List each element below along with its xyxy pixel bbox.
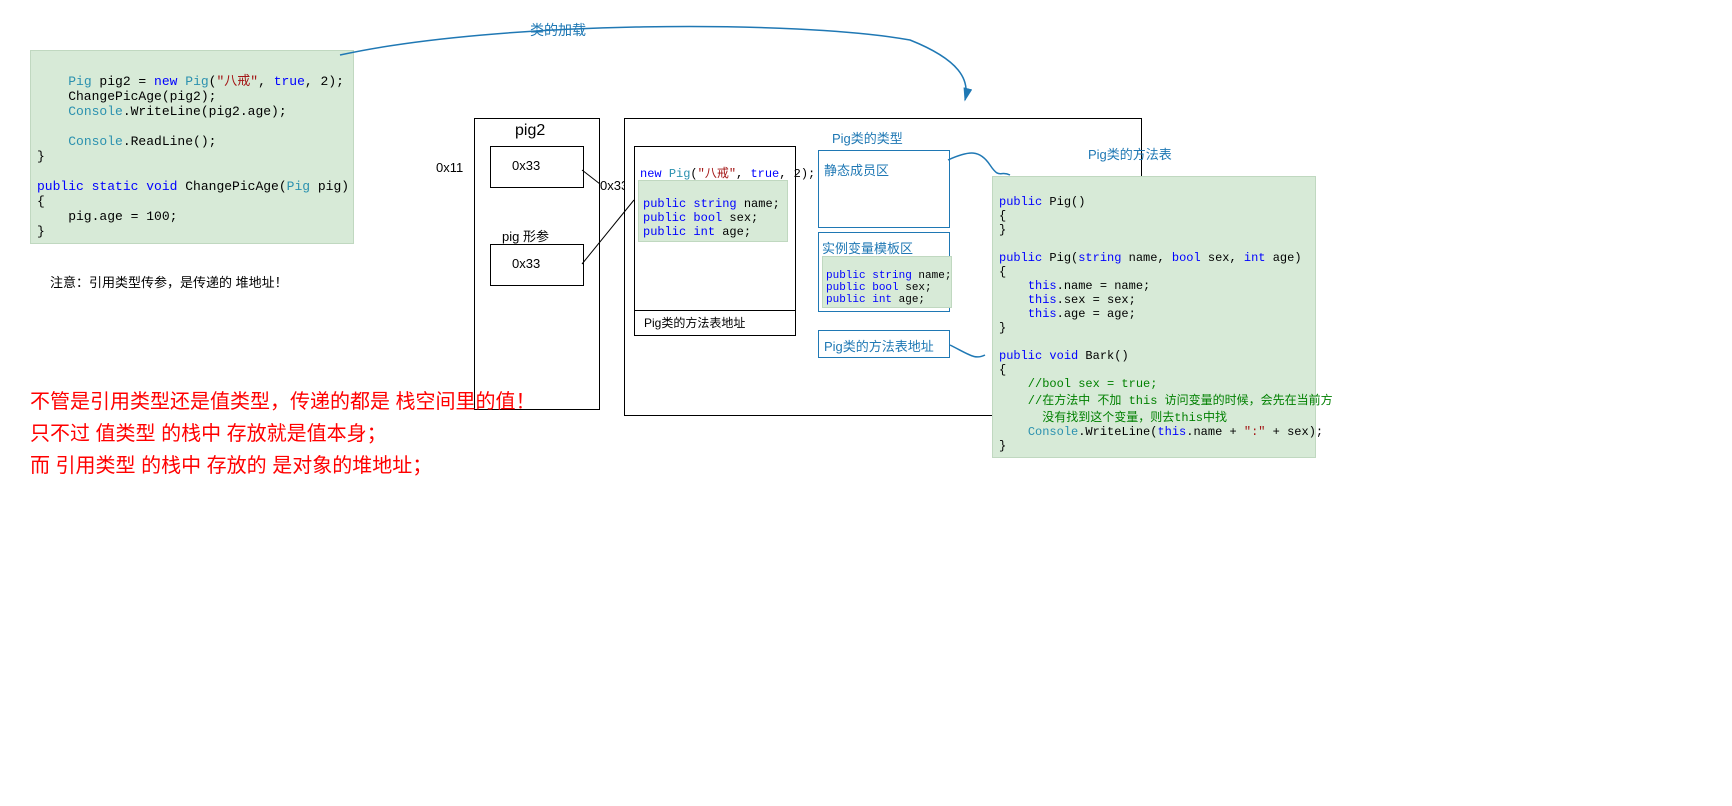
red-text-3: 而 引用类型 的栈中 存放的 是对象的堆地址；	[30, 450, 432, 482]
class-tpl-title: 实例变量模板区	[822, 238, 913, 257]
stack-addr1: 0x33	[512, 158, 540, 173]
method-table-title: Pig类的方法表	[1088, 144, 1172, 163]
stack-param-label: pig 形参	[502, 226, 549, 245]
top-label: 类的加载	[530, 20, 586, 40]
class-tpl-fields: public string name; public bool sex; pub…	[822, 256, 952, 308]
stack-title: pig2	[515, 122, 545, 140]
class-static-label: 静态成员区	[824, 160, 889, 179]
heap-new-expr: new Pig("八戒", true, 2);	[640, 150, 815, 181]
note-text: 注意：引用类型传参，是传递的 堆地址！	[50, 272, 288, 291]
method-table-code: public Pig() { } public Pig(string name,…	[992, 176, 1316, 458]
stack-addr2: 0x33	[512, 256, 540, 271]
class-method-addr: Pig类的方法表地址	[824, 336, 934, 355]
heap-fields: public string name; public bool sex; pub…	[638, 180, 788, 242]
red-text-2: 只不过 值类型 的栈中 存放就是值本身；	[30, 418, 387, 450]
stack-left-addr: 0x11	[436, 160, 463, 175]
red-text-1: 不管是引用类型还是值类型，传递的都是 栈空间里的值！	[30, 386, 536, 418]
main-code: Pig pig2 = new Pig("八戒", true, 2); Chang…	[30, 50, 354, 244]
heap-method-addr: Pig类的方法表地址	[644, 314, 745, 331]
class-title: Pig类的类型	[832, 128, 903, 147]
